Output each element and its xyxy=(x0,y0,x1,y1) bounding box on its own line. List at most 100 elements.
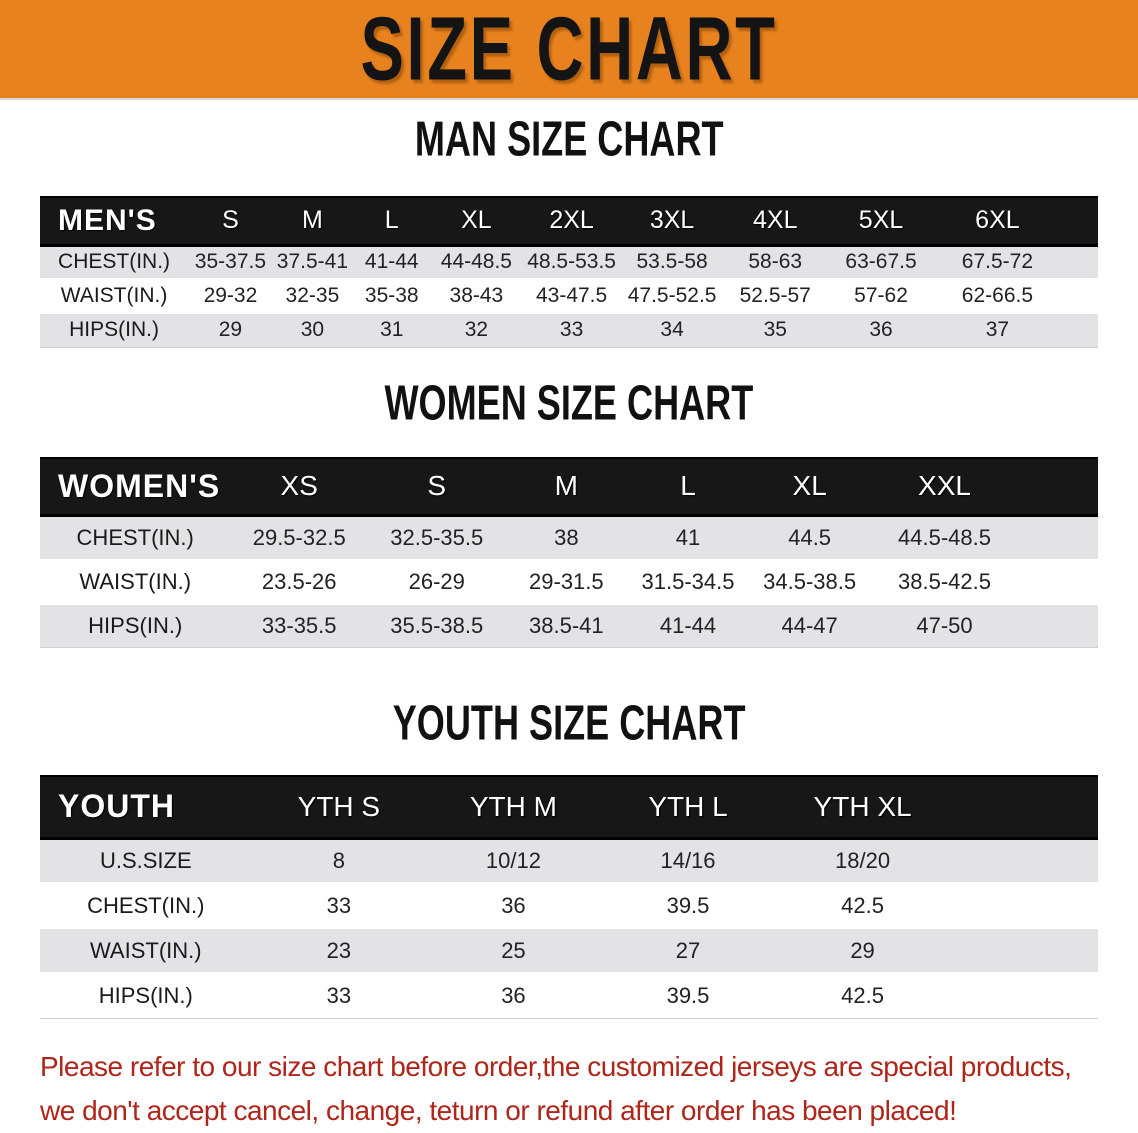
women-section-title: WOMEN SIZE CHART xyxy=(0,376,1138,431)
cell: 35-38 xyxy=(352,278,432,314)
cell: 33-35.5 xyxy=(230,602,368,648)
cell: 67.5-72 xyxy=(933,244,1061,280)
women-size-table: WOMEN'S XS S M L XL XXL CHEST(IN.) 29.5-… xyxy=(40,456,1098,648)
women-header-row: WOMEN'S XS S M L XL XXL xyxy=(40,456,1098,517)
cell: 57-62 xyxy=(828,278,934,314)
cell: 43-47.5 xyxy=(521,278,622,314)
cell: 34.5-38.5 xyxy=(748,558,871,605)
youth-section-title: YOUTH SIZE CHART xyxy=(0,696,1138,751)
filler-cell xyxy=(1060,312,1098,348)
cell: 42.5 xyxy=(775,882,950,929)
col-header: XS xyxy=(230,456,368,517)
col-header: YTH M xyxy=(426,775,601,840)
row-label: HIPS(IN.) xyxy=(40,602,231,648)
filler-cell xyxy=(949,775,1098,840)
disclaimer-note: Please refer to our size chart before or… xyxy=(40,1045,1138,1133)
cell: 41 xyxy=(627,514,749,561)
cell: 31 xyxy=(352,312,432,348)
size-chart-banner: SIZE CHART xyxy=(0,0,1138,100)
table-row: WAIST(IN.) 23 25 27 29 xyxy=(40,927,1098,974)
table-row: CHEST(IN.) 33 36 39.5 42.5 xyxy=(40,882,1098,929)
table-row: WAIST(IN.) 23.5-26 26-29 29-31.5 31.5-34… xyxy=(40,558,1098,605)
filler-cell xyxy=(1018,602,1098,648)
col-header: YOUTH xyxy=(40,775,252,840)
table-row: HIPS(IN.) 33 36 39.5 42.5 xyxy=(40,972,1098,1019)
cell: 23.5-26 xyxy=(230,558,368,605)
cell: 29 xyxy=(775,927,950,974)
col-header: WOMEN'S xyxy=(40,456,231,517)
filler-cell xyxy=(1060,244,1098,280)
cell: 52.5-57 xyxy=(722,278,829,314)
youth-section-title-text: YOUTH SIZE CHART xyxy=(392,696,746,751)
cell: 47.5-52.5 xyxy=(621,278,723,314)
cell: 27 xyxy=(600,927,776,974)
cell: 53.5-58 xyxy=(621,244,723,280)
cell: 42.5 xyxy=(775,972,950,1019)
cell: 38-43 xyxy=(431,278,522,314)
cell: 41-44 xyxy=(352,244,432,280)
filler-cell xyxy=(1018,514,1098,561)
col-header: 6XL xyxy=(933,196,1061,247)
disclaimer-line: Please refer to our size chart before or… xyxy=(40,1050,1072,1082)
cell: 14/16 xyxy=(600,837,776,884)
col-header: 2XL xyxy=(521,196,622,247)
col-header: YTH XL xyxy=(775,775,950,840)
cell: 35 xyxy=(722,312,829,348)
cell: 44-48.5 xyxy=(431,244,522,280)
col-header: M xyxy=(505,456,628,517)
cell: 39.5 xyxy=(600,972,776,1019)
cell: 41-44 xyxy=(627,602,749,648)
table-row: U.S.SIZE 8 10/12 14/16 18/20 xyxy=(40,837,1098,884)
cell: 8 xyxy=(251,837,427,884)
women-section-title-text: WOMEN SIZE CHART xyxy=(384,375,754,431)
cell: 26-29 xyxy=(367,558,506,605)
cell: 38.5-42.5 xyxy=(870,558,1019,605)
cell: 44-47 xyxy=(748,602,871,648)
cell: 18/20 xyxy=(775,837,950,884)
cell: 35.5-38.5 xyxy=(367,602,506,648)
cell: 63-67.5 xyxy=(828,244,934,280)
disclaimer-line: we don't accept cancel, change, teturn o… xyxy=(40,1094,957,1126)
cell: 47-50 xyxy=(870,602,1019,648)
men-size-table: MEN'S S M L XL 2XL 3XL 4XL 5XL 6XL CHEST… xyxy=(40,196,1098,348)
table-row: CHEST(IN.) 35-37.5 37.5-41 41-44 44-48.5… xyxy=(40,244,1098,280)
col-header: 3XL xyxy=(621,196,723,247)
cell: 36 xyxy=(828,312,934,348)
cell: 32-35 xyxy=(272,278,353,314)
filler-cell xyxy=(1018,456,1098,517)
cell: 29-31.5 xyxy=(505,558,628,605)
men-header-row: MEN'S S M L XL 2XL 3XL 4XL 5XL 6XL xyxy=(40,196,1098,247)
col-header: M xyxy=(272,196,353,247)
cell: 35-37.5 xyxy=(188,244,273,280)
filler-cell xyxy=(949,837,1098,884)
cell: 37 xyxy=(933,312,1061,348)
cell: 44.5-48.5 xyxy=(870,514,1019,561)
cell: 38.5-41 xyxy=(505,602,628,648)
table-row: CHEST(IN.) 29.5-32.5 32.5-35.5 38 41 44.… xyxy=(40,514,1098,561)
cell: 33 xyxy=(521,312,622,348)
row-label: U.S.SIZE xyxy=(40,837,252,884)
cell: 29-32 xyxy=(188,278,273,314)
table-row: HIPS(IN.) 33-35.5 35.5-38.5 38.5-41 41-4… xyxy=(40,602,1098,648)
col-header: YTH L xyxy=(600,775,776,840)
cell: 48.5-53.5 xyxy=(521,244,622,280)
row-label: CHEST(IN.) xyxy=(40,882,252,929)
col-header: YTH S xyxy=(251,775,427,840)
row-label: WAIST(IN.) xyxy=(40,278,189,314)
filler-cell xyxy=(949,882,1098,929)
cell: 25 xyxy=(426,927,601,974)
filler-cell xyxy=(1018,558,1098,605)
cell: 29 xyxy=(188,312,273,348)
col-header: XXL xyxy=(870,456,1019,517)
cell: 34 xyxy=(621,312,723,348)
cell: 30 xyxy=(272,312,353,348)
table-row: WAIST(IN.) 29-32 32-35 35-38 38-43 43-47… xyxy=(40,278,1098,314)
cell: 33 xyxy=(251,882,427,929)
col-header: 4XL xyxy=(722,196,829,247)
col-header: XL xyxy=(748,456,871,517)
col-header: L xyxy=(352,196,432,247)
row-label: CHEST(IN.) xyxy=(40,244,189,280)
cell: 44.5 xyxy=(748,514,871,561)
row-label: CHEST(IN.) xyxy=(40,514,231,561)
youth-size-table: YOUTH YTH S YTH M YTH L YTH XL U.S.SIZE … xyxy=(40,775,1098,1019)
